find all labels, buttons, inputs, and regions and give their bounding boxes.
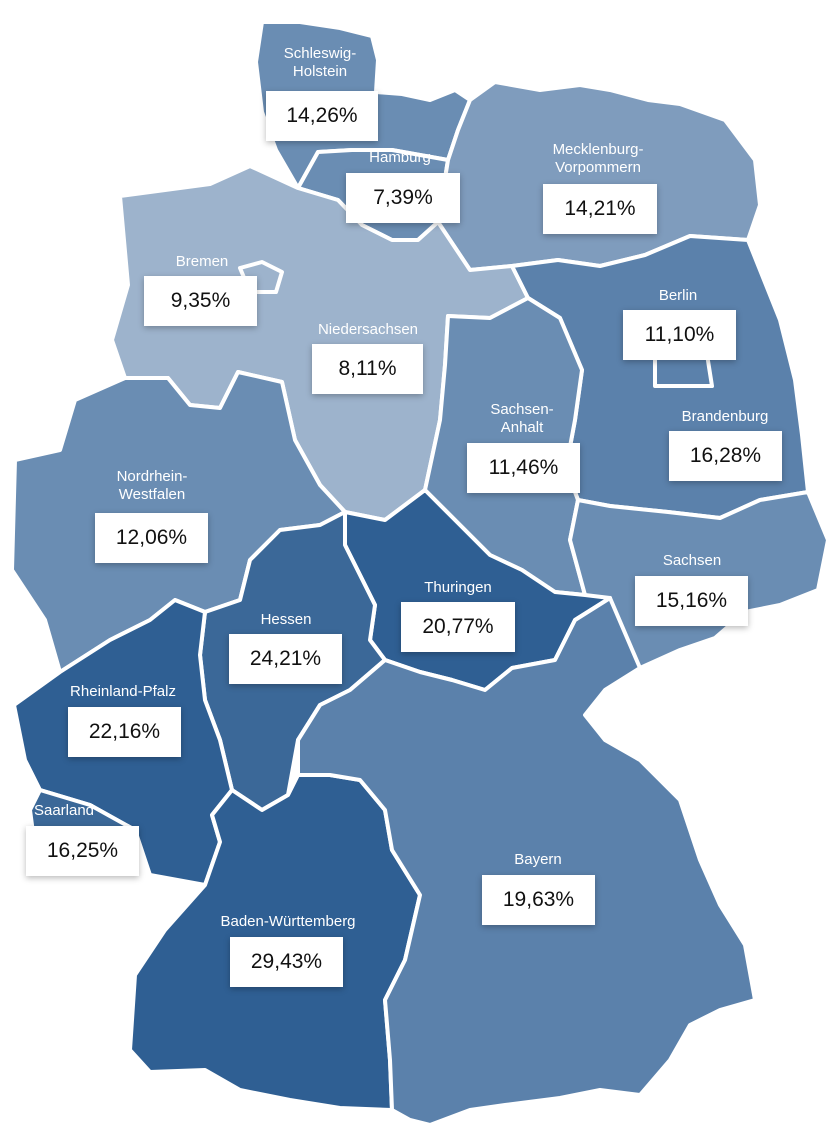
state-name-sachsen: Sachsen xyxy=(663,552,721,569)
state-name-nordrhein-westfalen: Nordrhein-Westfalen xyxy=(117,468,188,503)
state-name-sachsen-anhalt: Sachsen-Anhalt xyxy=(490,401,553,436)
state-name-line: Hessen xyxy=(261,611,312,628)
state-name-bremen: Bremen xyxy=(176,253,229,270)
value-box-schleswig-holstein: 14,26% xyxy=(266,91,378,141)
value-box-thuringen: 20,77% xyxy=(401,602,515,652)
state-name-line: Nordrhein- xyxy=(117,468,188,485)
state-name-hessen: Hessen xyxy=(261,611,312,628)
state-name-line: Berlin xyxy=(659,287,697,304)
value-box-mecklenburg-vorpommern: 14,21% xyxy=(543,184,657,234)
state-name-schleswig-holstein: Schleswig-Holstein xyxy=(284,45,357,80)
region-bayern xyxy=(296,596,757,1127)
value-box-brandenburg: 16,28% xyxy=(669,431,782,481)
state-name-mecklenburg-vorpommern: Mecklenburg-Vorpommern xyxy=(553,141,644,176)
state-name-bayern: Bayern xyxy=(514,851,562,868)
state-name-line: Saarland xyxy=(34,802,94,819)
state-name-line: Vorpommern xyxy=(555,159,641,176)
value-box-hessen: 24,21% xyxy=(229,634,342,684)
state-name-rheinland-pfalz: Rheinland-Pfalz xyxy=(70,683,176,700)
value-box-bayern: 19,63% xyxy=(482,875,595,925)
state-name-baden-wurttemberg: Baden-Württemberg xyxy=(220,913,355,930)
state-name-line: Bayern xyxy=(514,851,562,868)
state-name-line: Holstein xyxy=(293,63,347,80)
state-name-line: Mecklenburg- xyxy=(553,141,644,158)
state-name-saarland: Saarland xyxy=(34,802,94,819)
value-box-saarland: 16,25% xyxy=(26,826,139,876)
value-box-niedersachsen: 8,11% xyxy=(312,344,423,394)
state-name-line: Bremen xyxy=(176,253,229,270)
state-name-line: Westfalen xyxy=(119,486,185,503)
value-box-berlin: 11,10% xyxy=(623,310,736,360)
state-name-brandenburg: Brandenburg xyxy=(682,408,769,425)
state-name-line: Sachsen- xyxy=(490,401,553,418)
value-box-hamburg: 7,39% xyxy=(346,173,460,223)
value-box-sachsen: 15,16% xyxy=(635,576,748,626)
value-box-baden-wurttemberg: 29,43% xyxy=(230,937,343,987)
state-name-line: Anhalt xyxy=(501,419,544,436)
state-name-line: Hamburg xyxy=(369,149,431,166)
state-name-line: Sachsen xyxy=(663,552,721,569)
state-name-niedersachsen: Niedersachsen xyxy=(318,321,418,338)
state-name-line: Rheinland-Pfalz xyxy=(70,683,176,700)
value-box-nordrhein-westfalen: 12,06% xyxy=(95,513,208,563)
state-name-line: Thuringen xyxy=(424,579,492,596)
value-box-sachsen-anhalt: 11,46% xyxy=(467,443,580,493)
state-name-line: Brandenburg xyxy=(682,408,769,425)
state-name-berlin: Berlin xyxy=(659,287,697,304)
state-name-hamburg: Hamburg xyxy=(369,149,431,166)
state-name-line: Schleswig- xyxy=(284,45,357,62)
state-name-thuringen: Thuringen xyxy=(424,579,492,596)
value-box-rheinland-pfalz: 22,16% xyxy=(68,707,181,757)
value-box-bremen: 9,35% xyxy=(144,276,257,326)
state-name-line: Baden-Württemberg xyxy=(220,913,355,930)
state-name-line: Niedersachsen xyxy=(318,321,418,338)
